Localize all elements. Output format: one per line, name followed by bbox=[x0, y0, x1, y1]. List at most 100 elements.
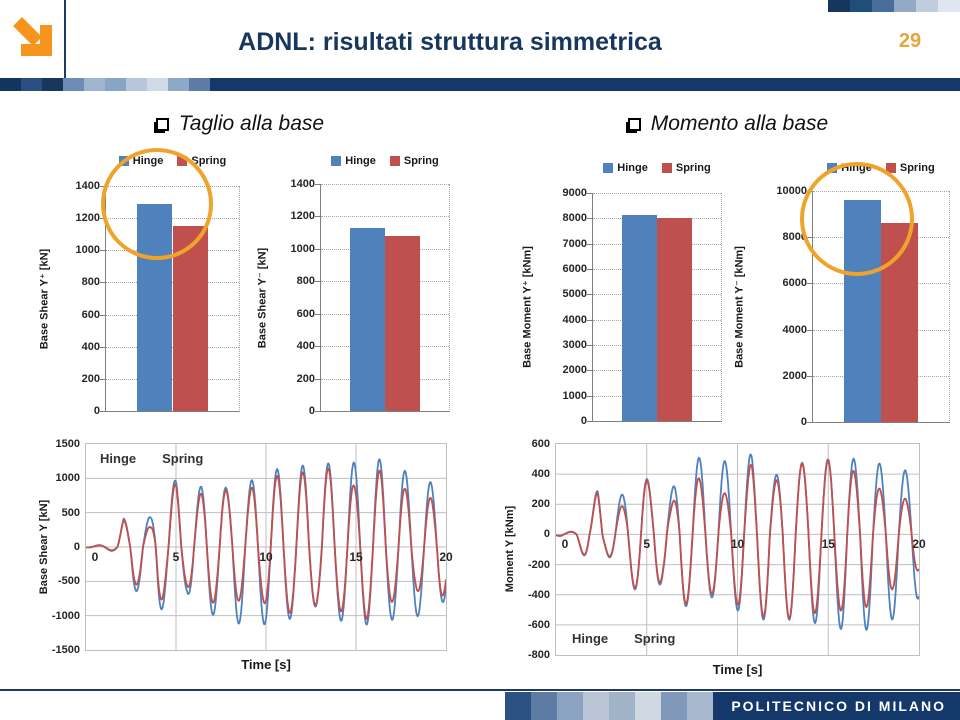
legend-item: Hinge bbox=[603, 162, 648, 174]
y-tick-label: 400 bbox=[296, 340, 315, 353]
y-tick-label: 500 bbox=[61, 506, 80, 519]
gridline bbox=[321, 184, 449, 185]
mosaic-square bbox=[583, 692, 609, 720]
chart-legend: Hinge Spring bbox=[572, 631, 675, 646]
y-tick-label: 9000 bbox=[562, 187, 587, 199]
tick-mark bbox=[807, 422, 813, 423]
mosaic-square bbox=[687, 692, 713, 720]
legend-item: Hinge bbox=[331, 155, 376, 167]
tick-mark bbox=[315, 313, 321, 315]
chart-legend: Hinge Spring bbox=[315, 155, 455, 167]
y-tick-label: 200 bbox=[296, 372, 315, 385]
x-axis-label: Time [s] bbox=[712, 662, 763, 677]
y-tick-label: 7000 bbox=[562, 237, 587, 250]
legend-item: Spring bbox=[661, 162, 711, 174]
y-tick-label: 4000 bbox=[562, 313, 587, 326]
y-axis-label: Base Moment Y⁻ [kNm] bbox=[733, 246, 746, 368]
top-right-mosaic bbox=[828, 0, 960, 12]
tick-mark bbox=[587, 319, 593, 321]
mosaic-square bbox=[505, 692, 531, 720]
y-tick-label: -200 bbox=[527, 558, 550, 571]
y-tick-label: 3000 bbox=[562, 339, 587, 351]
tick-mark bbox=[100, 314, 106, 316]
checkbox-bullet-icon bbox=[155, 117, 169, 131]
chart-legend: Hinge Spring bbox=[587, 162, 727, 174]
section-heading-label: Momento alla base bbox=[650, 112, 829, 135]
y-tick-label: 0 bbox=[580, 415, 587, 427]
tick-mark bbox=[587, 243, 593, 245]
tick-mark bbox=[807, 375, 813, 377]
legend-item: Hinge bbox=[572, 631, 608, 646]
legend-swatch bbox=[603, 163, 614, 173]
series-line-spring bbox=[556, 459, 919, 620]
y-tick-label: 2000 bbox=[782, 369, 807, 382]
mosaic-square bbox=[916, 0, 938, 12]
page-number: 29 bbox=[898, 30, 922, 52]
y-axis-label: Base Moment Y⁺ [kNm] bbox=[521, 246, 534, 368]
y-tick-label: 800 bbox=[81, 276, 100, 289]
y-tick-label: 600 bbox=[531, 438, 550, 450]
y-tick-label: 1000 bbox=[55, 472, 80, 485]
bar-spring bbox=[657, 218, 692, 421]
tick-mark bbox=[315, 216, 321, 218]
tick-mark bbox=[100, 378, 106, 380]
mosaic-square bbox=[42, 78, 63, 91]
tick-mark bbox=[315, 346, 321, 348]
x-tick-label: 10 bbox=[259, 550, 273, 564]
y-tick-label: 8000 bbox=[782, 231, 807, 244]
mosaic-square bbox=[938, 0, 960, 12]
mosaic-square bbox=[63, 78, 84, 91]
bar-hinge bbox=[622, 214, 657, 421]
section-heading-momento: Momento alla base bbox=[578, 112, 878, 136]
y-axis-label: Moment Y [kNm] bbox=[504, 505, 516, 593]
footer-mosaic bbox=[505, 692, 713, 720]
tick-mark bbox=[807, 283, 813, 285]
y-tick-label: 600 bbox=[81, 308, 100, 321]
tick-mark bbox=[315, 184, 321, 185]
tick-mark bbox=[587, 345, 593, 346]
x-tick-label: 20 bbox=[439, 550, 453, 564]
mosaic-square bbox=[147, 78, 168, 91]
gridline bbox=[593, 193, 721, 194]
y-tick-label: 400 bbox=[531, 468, 550, 481]
legend-label: Spring bbox=[634, 631, 676, 646]
legend-label: Spring bbox=[162, 451, 204, 466]
x-tick-label: 0 bbox=[561, 537, 569, 552]
y-tick-label: 0 bbox=[93, 405, 100, 417]
y-tick-label: 600 bbox=[296, 307, 315, 320]
x-tick-label: 5 bbox=[172, 550, 180, 564]
y-tick-label: 0 bbox=[800, 416, 807, 428]
mosaic-square bbox=[557, 692, 583, 720]
tick-mark bbox=[587, 294, 593, 296]
mosaic-square bbox=[189, 78, 210, 91]
y-tick-label: 0 bbox=[543, 528, 550, 541]
x-axis-label: Time [s] bbox=[241, 657, 291, 672]
tick-mark bbox=[315, 378, 321, 380]
tick-mark bbox=[587, 421, 593, 422]
y-tick-label: 1400 bbox=[290, 178, 315, 190]
mosaic-square bbox=[850, 0, 872, 12]
tick-mark bbox=[315, 248, 321, 250]
mosaic-square bbox=[828, 0, 850, 12]
tick-mark bbox=[100, 346, 106, 348]
legend-swatch bbox=[661, 163, 672, 173]
mosaic-square bbox=[84, 78, 105, 91]
legend-label: Spring bbox=[675, 162, 711, 174]
bar-hinge bbox=[350, 227, 385, 411]
bar-spring bbox=[172, 226, 209, 411]
legend-label: Spring bbox=[403, 155, 439, 167]
mosaic-square bbox=[126, 78, 147, 91]
section-heading-label: Taglio alla base bbox=[178, 112, 325, 135]
header-band bbox=[0, 78, 960, 91]
legend-item: Spring bbox=[634, 631, 675, 646]
y-tick-label: -400 bbox=[527, 588, 550, 601]
y-tick-label: 400 bbox=[81, 340, 100, 353]
tick-mark bbox=[315, 411, 321, 412]
y-tick-label: 5000 bbox=[562, 288, 587, 301]
mosaic-square bbox=[531, 692, 557, 720]
highlight-circle bbox=[101, 148, 213, 260]
legend-item: Spring bbox=[885, 162, 935, 174]
tick-mark bbox=[100, 282, 106, 284]
highlight-circle bbox=[800, 162, 914, 276]
